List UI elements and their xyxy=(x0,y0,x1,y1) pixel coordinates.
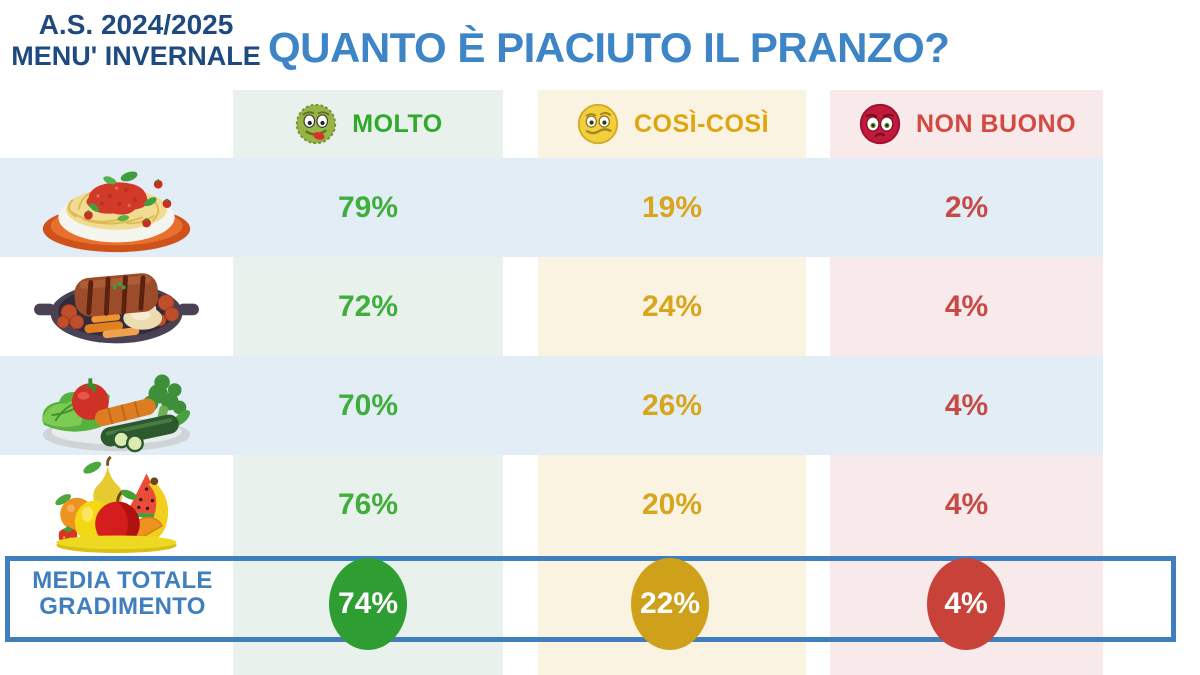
fruit-plate-icon xyxy=(0,455,233,554)
row-band-pasta xyxy=(0,158,1103,257)
pct-vegetables-cosi-cosi: 26% xyxy=(641,389,703,422)
pct-meat-non-buono: 4% xyxy=(944,290,989,323)
menu-season-line: MENU' INVERNALE xyxy=(11,41,261,72)
column-label-molto: MOLTO xyxy=(352,109,443,138)
pct-pasta-molto: 79% xyxy=(337,191,399,224)
pct-pasta-non-buono: 2% xyxy=(944,191,989,224)
column-header-non-buono: NON BUONO xyxy=(830,90,1103,158)
pct-meat-cosi-cosi: 24% xyxy=(641,290,703,323)
pct-meat-molto: 72% xyxy=(337,290,399,323)
spaghetti-plate-icon xyxy=(0,158,233,257)
green-tongue-out-face-icon xyxy=(293,101,339,147)
red-worried-face-icon xyxy=(857,101,903,147)
school-year-label: A.S. 2024/2025 MENU' INVERNALE xyxy=(8,8,264,73)
totals-label-line1: MEDIA TOTALE xyxy=(32,567,213,594)
pct-vegetables-non-buono: 4% xyxy=(944,389,989,422)
total-badge-molto: 74% xyxy=(329,558,407,650)
column-header-cosi-cosi: COSÌ-COSÌ xyxy=(538,90,806,158)
pct-fruit-cosi-cosi: 20% xyxy=(641,488,703,521)
vegetables-plate-icon xyxy=(0,356,233,455)
pct-fruit-molto: 76% xyxy=(337,488,399,521)
column-label-non-buono: NON BUONO xyxy=(915,109,1077,138)
totals-label-line2: GRADIMENTO xyxy=(39,593,206,621)
pct-fruit-non-buono: 4% xyxy=(944,488,989,521)
page-title: QUANTO È PIACIUTO IL PRANZO? xyxy=(268,24,950,71)
steak-plate-icon xyxy=(0,257,233,356)
school-year-line: A.S. 2024/2025 xyxy=(38,9,234,40)
totals-row-box xyxy=(5,556,1176,642)
pct-pasta-cosi-cosi: 19% xyxy=(641,191,703,224)
totals-label: MEDIA TOTALE GRADIMENTO xyxy=(15,567,230,621)
column-label-cosi-cosi: COSÌ-COSÌ xyxy=(633,109,770,138)
total-badge-non-buono: 4% xyxy=(927,558,1005,650)
column-header-molto: MOLTO xyxy=(233,90,503,158)
total-badge-cosi-cosi: 22% xyxy=(631,558,709,650)
pct-vegetables-molto: 70% xyxy=(337,389,399,422)
yellow-skeptical-face-icon xyxy=(575,101,621,147)
